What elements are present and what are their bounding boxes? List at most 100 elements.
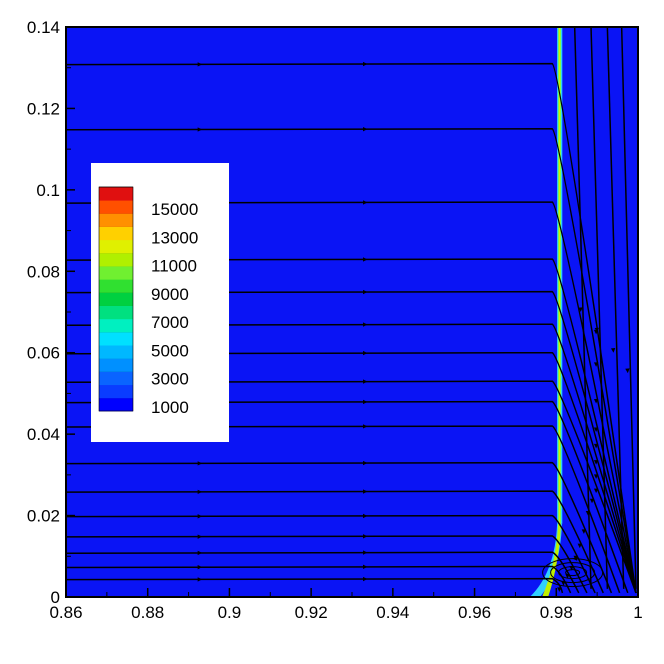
streamline [66,62,637,594]
streamline [66,290,637,594]
streamline-arrow [197,550,203,556]
streamline [66,351,637,594]
legend-swatch [99,200,133,214]
streamline-arrow [557,587,562,592]
streamline-arrow [197,565,203,570]
legend-swatch [99,345,133,359]
legend-swatch [99,187,133,201]
legend-swatch [99,292,133,306]
legend-swatch [99,226,133,241]
x-tick-label: 0.94 [376,603,409,622]
streamline-arrow [197,127,203,132]
streamline-layer [66,27,637,594]
x-tick-label: 0.86 [49,603,82,622]
legend-label: 13000 [151,228,198,247]
front-band-strip [557,27,559,524]
streamline-arrow [593,488,599,494]
streamline-arrow [362,200,368,205]
streamline [66,461,613,594]
streamline-arrow [593,362,599,367]
streamline [66,380,637,594]
streamline-arrow [197,461,203,466]
streamline [66,201,637,594]
front-band-strip [560,27,562,524]
streamline-arrow [362,513,368,519]
x-tick-label: 0.98 [540,603,573,622]
streamline [66,551,580,594]
streamline-arrow [362,534,368,539]
legend-swatch [99,384,133,399]
streamline-arrow [593,399,599,404]
legend-swatch [99,331,133,346]
streamline [66,323,637,594]
streamline [66,565,572,594]
y-tick-label: 0.1 [36,181,60,200]
legend-swatch [99,266,133,280]
y-tick-label: 0.04 [27,425,60,444]
streamline-arrow [593,474,599,479]
vortex-loop [565,569,581,577]
legend-label: 1000 [151,398,189,417]
vortex-loop [550,562,596,584]
y-tick-label: 0.06 [27,344,60,363]
streamline [573,27,592,589]
streamline-arrow [197,534,203,539]
streamline-arrow [578,307,583,312]
streamline-arrow [581,529,587,534]
legend-label: 15000 [151,200,198,219]
y-tick-label: 0.12 [27,99,60,118]
streamline-arrow [362,289,368,295]
streamline [66,128,637,594]
streamline-arrow [610,348,616,353]
streamline-arrow [593,460,599,465]
legend-label: 5000 [151,341,189,360]
streamline-arrow [362,550,368,555]
streamline-arrow [362,257,368,262]
legend-swatch [99,279,133,293]
streamline [620,27,637,589]
streamline [66,577,564,594]
legend-swatch [99,397,133,412]
legend-bar-frame [98,186,134,412]
y-tick-label: 0.02 [27,507,60,526]
streamline-arrow [362,424,368,429]
streamline [66,425,621,594]
y-tick-label: 0.14 [27,18,60,37]
streamline [590,27,609,589]
streamline-arrow [362,379,368,384]
streamline-arrow [362,564,368,570]
legend-swatch [99,213,133,227]
streamline-arrow [197,489,203,495]
streamline-arrow [577,543,582,549]
legend-swatch [99,252,133,267]
x-tick-label: 0.9 [218,603,242,622]
streamline-arrow [197,514,203,519]
streamline-arrow [594,327,599,333]
x-tick-label: 0.92 [295,603,328,622]
streamline-arrow [362,460,368,466]
streamline [606,27,625,589]
y-tick-label: 0.08 [27,262,60,281]
streamline [66,490,604,594]
streamline [66,400,629,594]
x-tick-label: 0.96 [458,603,491,622]
streamline-arrow [593,443,599,449]
legend-swatch [99,371,133,386]
streamline-arrow [589,498,595,504]
x-tick-label: 1 [633,603,642,622]
y-tick-label: 0 [51,588,60,607]
legend-swatch [99,358,133,372]
streamline-arrow [362,489,368,494]
streamline-arrow [362,576,368,582]
y-axis: 0 0.02 0.04 0.06 0.08 0.1 0.12 0.14 [27,18,75,607]
color-legend: 15000 13000 11000 9000 7000 5000 3000 1000 [91,163,229,442]
legend-swatch [99,318,133,333]
legend-label: 7000 [151,313,189,332]
streamline-arrow [197,62,203,67]
streamline-arrow [362,126,368,132]
legend-label: 3000 [151,370,189,389]
streamline-arrow [362,322,368,327]
x-tick-label: 0.88 [131,603,164,622]
legend-label: 9000 [151,285,189,304]
streamline-arrow [572,556,578,561]
